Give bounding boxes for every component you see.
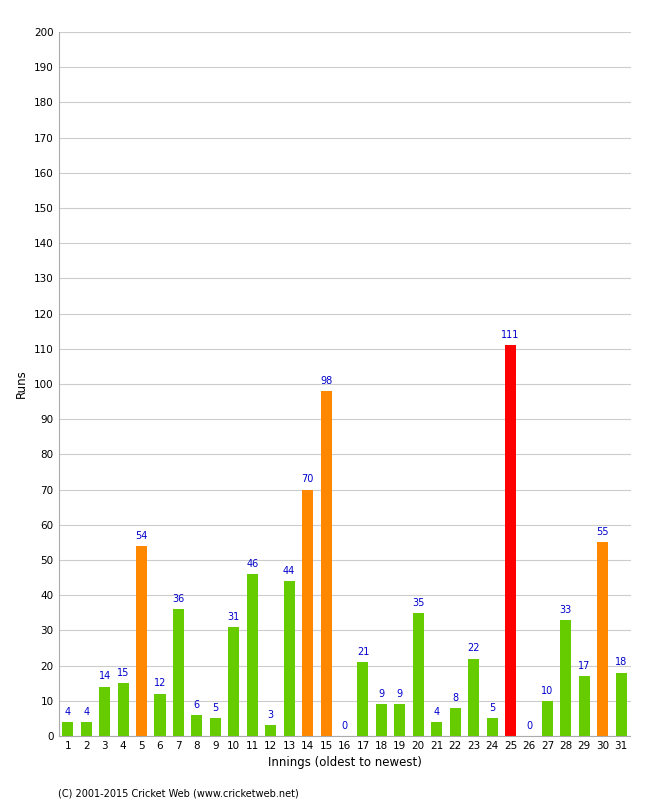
Text: 55: 55	[597, 527, 609, 537]
Bar	[228, 627, 239, 736]
Text: 54: 54	[135, 530, 148, 541]
Text: 111: 111	[501, 330, 520, 340]
Bar	[616, 673, 627, 736]
Bar	[265, 726, 276, 736]
Text: 5: 5	[212, 703, 218, 713]
Text: 4: 4	[64, 706, 71, 717]
Bar	[283, 581, 294, 736]
Text: 44: 44	[283, 566, 295, 576]
Bar	[542, 701, 553, 736]
Bar	[210, 718, 221, 736]
Text: 35: 35	[412, 598, 424, 607]
Text: 8: 8	[452, 693, 458, 702]
Bar	[597, 542, 608, 736]
Bar	[302, 490, 313, 736]
Text: 98: 98	[320, 376, 332, 386]
Bar	[413, 613, 424, 736]
Text: 0: 0	[526, 721, 532, 730]
Bar	[468, 658, 479, 736]
Text: 17: 17	[578, 661, 591, 671]
Bar	[173, 610, 184, 736]
Bar	[247, 574, 258, 736]
Text: 70: 70	[302, 474, 314, 484]
Text: 10: 10	[541, 686, 554, 695]
Text: 22: 22	[467, 643, 480, 654]
Bar	[487, 718, 498, 736]
Text: (C) 2001-2015 Cricket Web (www.cricketweb.net): (C) 2001-2015 Cricket Web (www.cricketwe…	[58, 788, 299, 798]
Bar	[62, 722, 73, 736]
Bar	[395, 704, 406, 736]
Text: 33: 33	[560, 605, 572, 614]
Bar	[431, 722, 442, 736]
X-axis label: Innings (oldest to newest): Innings (oldest to newest)	[268, 757, 421, 770]
Bar	[376, 704, 387, 736]
Bar	[450, 708, 461, 736]
Text: 4: 4	[83, 706, 89, 717]
Text: 15: 15	[117, 668, 129, 678]
Text: 31: 31	[227, 611, 240, 622]
Text: 6: 6	[194, 699, 200, 710]
Text: 0: 0	[341, 721, 348, 730]
Text: 21: 21	[357, 646, 369, 657]
Y-axis label: Runs: Runs	[16, 370, 29, 398]
Bar	[118, 683, 129, 736]
Bar	[191, 715, 202, 736]
Bar	[81, 722, 92, 736]
Text: 36: 36	[172, 594, 185, 604]
Text: 9: 9	[378, 689, 384, 699]
Bar	[579, 676, 590, 736]
Bar	[320, 391, 332, 736]
Bar	[136, 546, 147, 736]
Bar	[99, 686, 110, 736]
Text: 4: 4	[434, 706, 440, 717]
Bar	[505, 346, 516, 736]
Bar	[358, 662, 369, 736]
Text: 12: 12	[154, 678, 166, 689]
Text: 3: 3	[268, 710, 274, 720]
Text: 5: 5	[489, 703, 495, 713]
Text: 18: 18	[615, 658, 627, 667]
Bar	[560, 620, 571, 736]
Text: 9: 9	[396, 689, 403, 699]
Text: 14: 14	[99, 671, 110, 682]
Bar	[155, 694, 166, 736]
Text: 46: 46	[246, 558, 258, 569]
